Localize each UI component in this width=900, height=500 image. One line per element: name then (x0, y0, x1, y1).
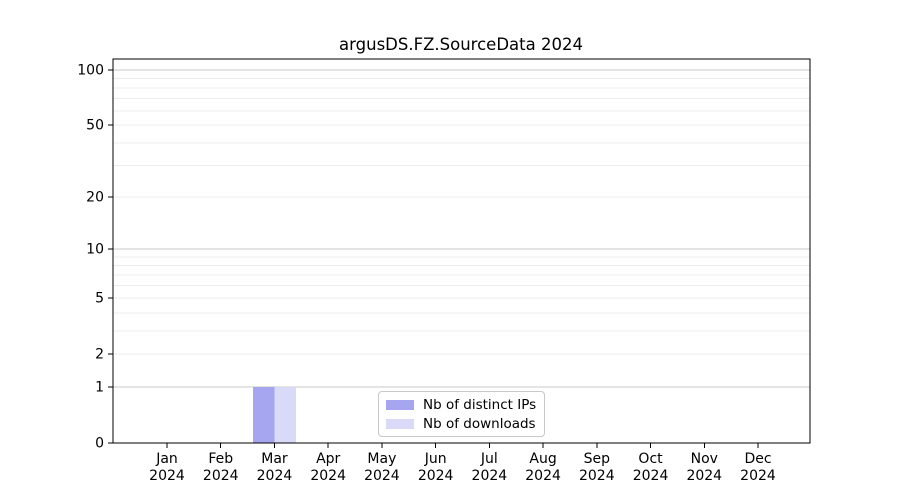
y-tick-label: 0 (95, 436, 104, 452)
legend-swatch-distinct-ips (386, 399, 414, 410)
x-tick-label-year: 2024 (364, 468, 400, 484)
x-tick-label: Sep (584, 451, 611, 467)
y-tick-label: 100 (77, 63, 104, 79)
x-tick-label: Jul (480, 451, 498, 467)
y-tick-label: 20 (86, 189, 104, 205)
legend-label-distinct-ips: Nb of distinct IPs (423, 396, 537, 413)
legend: Nb of distinct IPs Nb of downloads (378, 391, 545, 437)
gridlines-layer (113, 69, 810, 388)
legend-item-distinct-ips: Nb of distinct IPs (386, 397, 536, 413)
x-tick-label: Oct (638, 451, 663, 467)
x-tick-label-year: 2024 (579, 468, 615, 484)
x-tick-label: Jun (424, 451, 447, 467)
plot-frame (112, 58, 811, 444)
legend-item-downloads: Nb of downloads (386, 416, 536, 432)
bar (274, 386, 296, 443)
y-tick-label: 5 (95, 291, 104, 307)
x-tick-label-year: 2024 (418, 468, 454, 484)
x-tick-label-year: 2024 (203, 468, 239, 484)
y-tick-label: 10 (86, 242, 104, 258)
x-tick-label-year: 2024 (686, 468, 722, 484)
x-tick-label-year: 2024 (740, 468, 776, 484)
x-tick-label: Nov (691, 451, 718, 467)
x-tick-label: Jan (155, 451, 178, 467)
legend-swatch-downloads (386, 418, 414, 429)
chart-title: argusDS.FZ.SourceData 2024 (339, 35, 583, 54)
x-tick-label: Mar (261, 451, 288, 467)
bar (252, 386, 275, 443)
axes-layer: 0125102050100Jan2024Feb2024Mar2024Apr202… (77, 58, 811, 484)
x-tick-label-year: 2024 (310, 468, 346, 484)
x-tick-label-year: 2024 (257, 468, 293, 484)
x-tick-label-year: 2024 (149, 468, 185, 484)
y-tick-label: 50 (86, 118, 104, 134)
x-tick-label: Feb (208, 451, 233, 467)
y-tick-label: 1 (95, 379, 104, 395)
bars-layer (252, 386, 296, 443)
legend-label-downloads: Nb of downloads (423, 415, 536, 432)
x-tick-label: Apr (316, 451, 340, 467)
x-tick-label-year: 2024 (472, 468, 508, 484)
y-tick-label: 2 (95, 347, 104, 363)
x-tick-label: Aug (529, 451, 556, 467)
x-tick-label-year: 2024 (525, 468, 561, 484)
x-tick-label: May (367, 451, 396, 467)
x-tick-label: Dec (744, 451, 771, 467)
x-tick-label-year: 2024 (633, 468, 669, 484)
